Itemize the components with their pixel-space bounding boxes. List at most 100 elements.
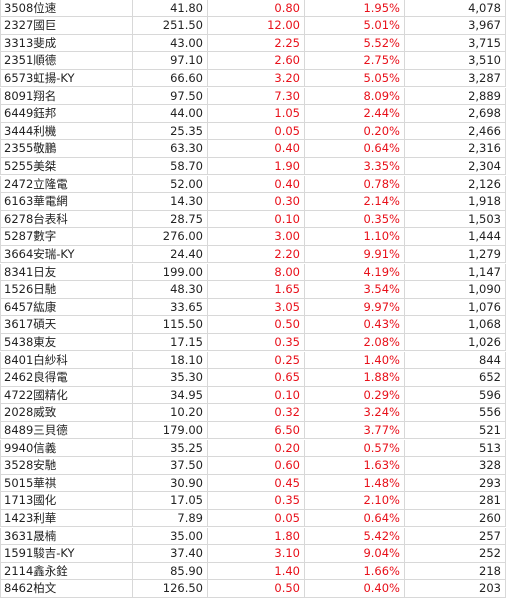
change: 0.20	[208, 439, 305, 457]
price: 52.00	[133, 175, 208, 193]
table-row: 3664安瑞-KY 24.40 2.20 9.91% 1,279	[0, 245, 506, 264]
change: 3.00	[208, 228, 305, 245]
table-row: 8489三貝德 179.00 6.50 3.77% 521	[0, 421, 506, 440]
change: 1.90	[208, 157, 305, 175]
stock-name: 1713國化	[0, 492, 133, 509]
stock-name: 2114鑫永銓	[0, 562, 133, 580]
stock-name: 2327國巨	[0, 17, 133, 34]
table-row: 6457紘康 33.65 3.05 9.97% 1,076	[0, 298, 506, 317]
change-percent: 4.19%	[305, 263, 405, 281]
change: 1.65	[208, 281, 305, 298]
change-percent: 3.24%	[305, 404, 405, 421]
change: 1.80	[208, 527, 305, 545]
change-percent: 0.43%	[305, 316, 405, 333]
price: 44.00	[133, 105, 208, 122]
stock-name: 2472立隆電	[0, 175, 133, 193]
price: 10.20	[133, 404, 208, 421]
volume: 218	[405, 562, 506, 580]
table-row: 3617碩天 115.50 0.50 0.43% 1,068	[0, 316, 506, 334]
change-percent: 5.05%	[305, 69, 405, 87]
stock-name: 1591駿吉-KY	[0, 545, 133, 562]
change-percent: 1.88%	[305, 369, 405, 386]
price: 37.40	[133, 545, 208, 562]
change: 0.05	[208, 122, 305, 140]
price: 17.15	[133, 333, 208, 351]
stock-name: 1423利華	[0, 509, 133, 527]
change-percent: 9.91%	[305, 245, 405, 263]
change: 0.60	[208, 457, 305, 474]
stock-name: 8401白紗科	[0, 351, 133, 369]
price: 18.10	[133, 351, 208, 369]
volume: 1,918	[405, 193, 506, 210]
table-row: 2114鑫永銓 85.90 1.40 1.66% 218	[0, 562, 506, 581]
price: 126.50	[133, 580, 208, 597]
stock-name: 5015華祺	[0, 474, 133, 492]
change: 0.50	[208, 580, 305, 597]
stock-name: 3617碩天	[0, 316, 133, 333]
table-row: 8341日友 199.00 8.00 4.19% 1,147	[0, 263, 506, 282]
change-percent: 8.09%	[305, 87, 405, 105]
change-percent: 1.66%	[305, 562, 405, 580]
volume: 1,076	[405, 298, 506, 316]
table-row: 6449鈺邦 44.00 1.05 2.44% 2,698	[0, 105, 506, 123]
change: 0.05	[208, 509, 305, 527]
volume: 844	[405, 351, 506, 369]
change: 2.20	[208, 245, 305, 263]
volume: 1,444	[405, 228, 506, 245]
stock-name: 2028威致	[0, 404, 133, 421]
volume: 257	[405, 527, 506, 545]
table-row: 9940信義 35.25 0.20 0.57% 513	[0, 439, 506, 458]
change-percent: 1.63%	[305, 457, 405, 474]
price: 33.65	[133, 298, 208, 316]
stock-name: 3508位速	[0, 0, 133, 17]
volume: 513	[405, 439, 506, 457]
price: 7.89	[133, 509, 208, 527]
change-percent: 1.10%	[305, 228, 405, 245]
change-percent: 3.35%	[305, 157, 405, 175]
stock-name: 3313斐成	[0, 34, 133, 52]
volume: 1,026	[405, 333, 506, 351]
change-percent: 0.64%	[305, 140, 405, 157]
price: 63.30	[133, 140, 208, 157]
volume: 328	[405, 457, 506, 474]
table-row: 3444利機 25.35 0.05 0.20% 2,466	[0, 122, 506, 141]
price: 251.50	[133, 17, 208, 34]
change: 0.80	[208, 0, 305, 17]
stock-name: 8091翔名	[0, 87, 133, 105]
price: 30.90	[133, 474, 208, 492]
change: 0.40	[208, 140, 305, 157]
stock-name: 6573虹揚-KY	[0, 69, 133, 87]
change: 0.50	[208, 316, 305, 333]
volume: 1,090	[405, 281, 506, 298]
table-row: 6573虹揚-KY 66.60 3.20 5.05% 3,287	[0, 69, 506, 88]
change: 2.60	[208, 52, 305, 69]
stock-name: 6163華電網	[0, 193, 133, 210]
table-row: 3528安馳 37.50 0.60 1.63% 328	[0, 457, 506, 475]
table-row: 1713國化 17.05 0.35 2.10% 281	[0, 492, 506, 510]
change-percent: 9.97%	[305, 298, 405, 316]
price: 66.60	[133, 69, 208, 87]
price: 97.50	[133, 87, 208, 105]
table-row: 2355敬鵬 63.30 0.40 0.64% 2,316	[0, 140, 506, 158]
table-row: 2351順德 97.10 2.60 2.75% 3,510	[0, 52, 506, 70]
price: 37.50	[133, 457, 208, 474]
change-percent: 1.48%	[305, 474, 405, 492]
price: 14.30	[133, 193, 208, 210]
table-row: 5287數字 276.00 3.00 1.10% 1,444	[0, 228, 506, 246]
stock-name: 8341日友	[0, 263, 133, 281]
table-row: 2028威致 10.20 0.32 3.24% 556	[0, 404, 506, 422]
volume: 252	[405, 545, 506, 562]
change-percent: 0.40%	[305, 580, 405, 597]
price: 43.00	[133, 34, 208, 52]
change: 12.00	[208, 17, 305, 34]
table-row: 5255美桀 58.70 1.90 3.35% 2,304	[0, 157, 506, 176]
volume: 3,287	[405, 69, 506, 87]
stock-name: 3664安瑞-KY	[0, 245, 133, 263]
stock-name: 9940信義	[0, 439, 133, 457]
change-percent: 0.20%	[305, 122, 405, 140]
table-row: 6163華電網 14.30 0.30 2.14% 1,918	[0, 193, 506, 211]
change-percent: 0.29%	[305, 386, 405, 404]
stock-name: 1526日馳	[0, 281, 133, 298]
price: 17.05	[133, 492, 208, 509]
